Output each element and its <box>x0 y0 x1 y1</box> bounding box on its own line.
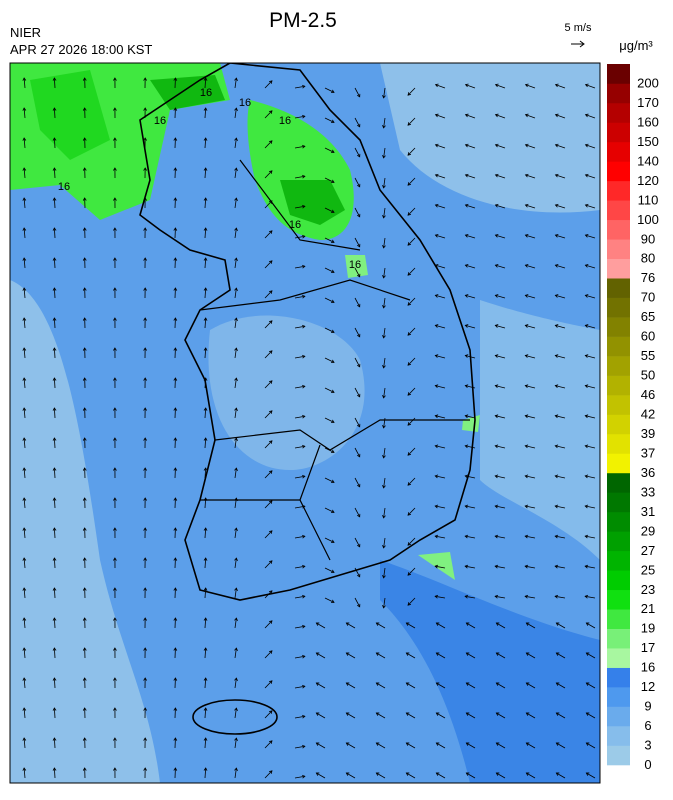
colorbar-label: 200 <box>637 75 659 90</box>
colorbar-label: 29 <box>641 523 655 538</box>
colorbar-segment <box>607 512 630 532</box>
colorbar-label: 120 <box>637 173 659 188</box>
colorbar-label: 27 <box>641 543 655 558</box>
unit: μg/m³ <box>619 38 653 53</box>
colorbar-segment <box>607 122 630 142</box>
colorbar-segment <box>607 64 630 84</box>
contour-label: 16 <box>279 115 291 127</box>
colorbar-segment <box>607 473 630 493</box>
colorbar-segment <box>607 668 630 688</box>
contour-label: 16 <box>239 97 251 109</box>
colorbar-label: 21 <box>641 601 655 616</box>
colorbar-label: 110 <box>638 192 659 207</box>
colorbar-segment <box>607 590 630 610</box>
title: PM-2.5 <box>269 9 337 32</box>
colorbar-segment <box>607 609 630 629</box>
colorbar-segment <box>607 259 630 279</box>
colorbar-segment <box>607 492 630 512</box>
colorbar-label: 36 <box>641 465 655 480</box>
colorbar-label: 37 <box>641 445 655 460</box>
colorbar-label: 76 <box>641 270 655 285</box>
colorbar-label: 31 <box>641 504 655 519</box>
contour-label: 16 <box>58 181 70 193</box>
colorbar-label: 3 <box>644 738 651 753</box>
contour-label: 16 <box>154 115 166 127</box>
colorbar-label: 25 <box>641 562 655 577</box>
colorbar-segment <box>607 298 630 318</box>
colorbar-segment <box>607 531 630 551</box>
colorbar-segment <box>607 648 630 668</box>
colorbar-label: 42 <box>641 407 655 422</box>
colorbar-label: 90 <box>641 231 655 246</box>
colorbar-label: 80 <box>641 251 655 266</box>
colorbar-label: 70 <box>641 290 655 305</box>
colorbar-segment <box>607 376 630 396</box>
colorbar-segment <box>607 629 630 649</box>
colorbar-segment <box>607 746 630 766</box>
colorbar-label: 65 <box>641 309 655 324</box>
colorbar-label: 6 <box>644 718 651 733</box>
colorbar-label: 150 <box>637 134 659 149</box>
contour-label: 16 <box>200 87 212 99</box>
colorbar-segment <box>607 181 630 201</box>
colorbar-segment <box>607 103 630 123</box>
colorbar-label: 9 <box>644 699 651 714</box>
wind-scale: 5 m/s <box>565 22 592 34</box>
timestamp: APR 27 2026 18:00 KST <box>10 42 152 57</box>
colorbar-label: 16 <box>641 660 655 675</box>
colorbar-segment <box>607 317 630 337</box>
colorbar-segment <box>607 687 630 707</box>
colorbar-label: 12 <box>641 679 655 694</box>
colorbar-label: 39 <box>641 426 655 441</box>
colorbar-label: 140 <box>637 153 659 168</box>
colorbar-segment <box>607 453 630 473</box>
colorbar-label: 0 <box>644 757 651 772</box>
colorbar-label: 60 <box>641 329 655 344</box>
colorbar-segment <box>607 726 630 746</box>
colorbar-label: 17 <box>641 640 655 655</box>
colorbar-label: 33 <box>641 484 655 499</box>
colorbar-label: 19 <box>641 621 655 636</box>
colorbar-label: 160 <box>637 114 659 129</box>
colorbar-segment <box>607 337 630 357</box>
colorbar: 0369121617192123252729313336373942465055… <box>607 64 659 772</box>
colorbar-segment <box>607 83 630 103</box>
colorbar-segment <box>607 551 630 571</box>
colorbar-segment <box>607 434 630 454</box>
colorbar-label: 100 <box>637 212 659 227</box>
colorbar-segment <box>607 161 630 181</box>
colorbar-label: 23 <box>641 582 655 597</box>
colorbar-segment <box>607 570 630 590</box>
colorbar-segment <box>607 278 630 298</box>
colorbar-segment <box>607 239 630 259</box>
map: 16 16 16 16 16 16 16 <box>10 63 600 783</box>
colorbar-label: 50 <box>641 368 655 383</box>
colorbar-segment <box>607 415 630 435</box>
colorbar-label: 170 <box>637 95 659 110</box>
colorbar-segment <box>607 220 630 240</box>
contour-label: 16 <box>289 219 301 231</box>
agency: NIER <box>10 25 41 40</box>
contour-label: 16 <box>349 259 361 271</box>
colorbar-label: 55 <box>641 348 655 363</box>
colorbar-segment <box>607 707 630 727</box>
colorbar-label: 46 <box>641 387 655 402</box>
colorbar-segment <box>607 395 630 415</box>
colorbar-segment <box>607 200 630 220</box>
colorbar-segment <box>607 142 630 162</box>
colorbar-segment <box>607 356 630 376</box>
